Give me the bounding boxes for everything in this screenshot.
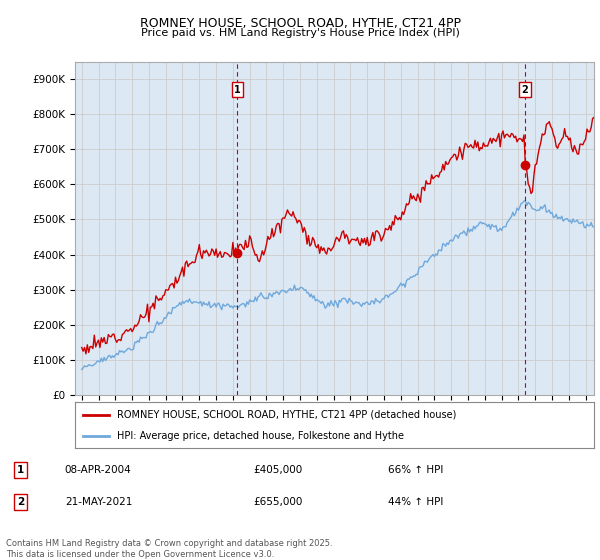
Text: 21-MAY-2021: 21-MAY-2021 <box>65 497 132 507</box>
Text: 66% ↑ HPI: 66% ↑ HPI <box>388 465 443 475</box>
Text: 1: 1 <box>17 465 25 475</box>
Text: ROMNEY HOUSE, SCHOOL ROAD, HYTHE, CT21 4PP: ROMNEY HOUSE, SCHOOL ROAD, HYTHE, CT21 4… <box>139 17 461 30</box>
Text: HPI: Average price, detached house, Folkestone and Hythe: HPI: Average price, detached house, Folk… <box>116 431 404 441</box>
Text: Price paid vs. HM Land Registry's House Price Index (HPI): Price paid vs. HM Land Registry's House … <box>140 28 460 38</box>
Text: 1: 1 <box>234 85 241 95</box>
Text: £405,000: £405,000 <box>253 465 302 475</box>
Text: Contains HM Land Registry data © Crown copyright and database right 2025.
This d: Contains HM Land Registry data © Crown c… <box>6 539 332 559</box>
Text: 44% ↑ HPI: 44% ↑ HPI <box>388 497 443 507</box>
Text: 2: 2 <box>17 497 25 507</box>
Text: 08-APR-2004: 08-APR-2004 <box>65 465 131 475</box>
Text: ROMNEY HOUSE, SCHOOL ROAD, HYTHE, CT21 4PP (detached house): ROMNEY HOUSE, SCHOOL ROAD, HYTHE, CT21 4… <box>116 410 456 420</box>
Text: £655,000: £655,000 <box>253 497 302 507</box>
Text: 2: 2 <box>521 85 528 95</box>
